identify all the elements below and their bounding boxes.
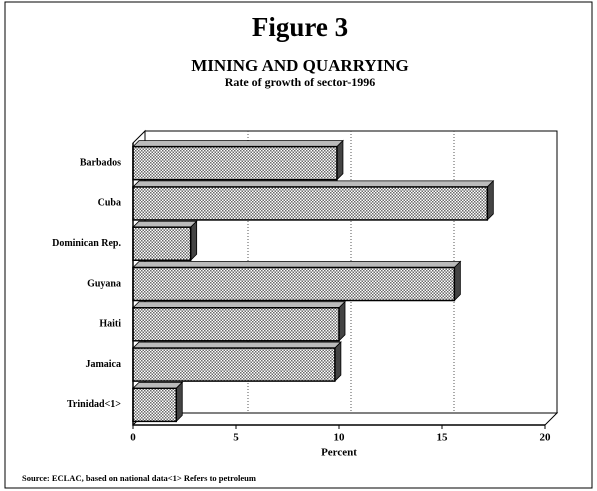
y-tick-label: Guyana bbox=[87, 278, 121, 289]
bar-top bbox=[132, 261, 462, 268]
x-tick-label: 5 bbox=[233, 432, 239, 444]
bar-side bbox=[338, 300, 346, 342]
bar bbox=[132, 266, 456, 302]
bar bbox=[132, 226, 192, 261]
x-tick-label: 15 bbox=[437, 432, 449, 444]
bar-top bbox=[132, 341, 342, 349]
bar bbox=[132, 387, 178, 423]
x-axis-label: Percent bbox=[321, 447, 357, 459]
bar-top bbox=[132, 381, 184, 389]
bar-side bbox=[175, 381, 183, 423]
source-note: Source: ECLAC, based on national data<1>… bbox=[22, 473, 256, 483]
chart-subtitle: MINING AND QUARRYING bbox=[191, 56, 409, 75]
x-tick-label: 20 bbox=[540, 432, 552, 444]
x-tick-label: 10 bbox=[334, 432, 346, 444]
bar-top bbox=[132, 220, 198, 228]
bar-top bbox=[132, 140, 344, 148]
bar bbox=[132, 186, 489, 221]
bar bbox=[132, 307, 340, 342]
bar-top bbox=[132, 180, 495, 188]
frame bbox=[4, 1, 593, 489]
bar-side bbox=[486, 179, 494, 221]
x-tick-label: 0 bbox=[130, 432, 136, 444]
y-tick-label: Trinidad<1> bbox=[67, 399, 121, 410]
bar-side bbox=[453, 260, 461, 302]
y-tick-label: Jamaica bbox=[85, 359, 121, 370]
y-tick-label: Cuba bbox=[98, 198, 121, 209]
chart-description: Rate of growth of sector-1996 bbox=[225, 75, 376, 89]
floor bbox=[131, 412, 559, 426]
chart-title: Figure 3 bbox=[252, 12, 348, 42]
bar-side bbox=[190, 220, 198, 262]
bar-side bbox=[334, 341, 342, 383]
y-tick-label: Barbados bbox=[80, 157, 121, 168]
y-tick-label: Dominican Rep. bbox=[52, 238, 121, 249]
y-tick-label: Haiti bbox=[99, 319, 121, 330]
bar-side bbox=[336, 139, 344, 181]
bar bbox=[132, 145, 338, 181]
bar-top bbox=[132, 301, 346, 309]
bar bbox=[132, 347, 336, 382]
